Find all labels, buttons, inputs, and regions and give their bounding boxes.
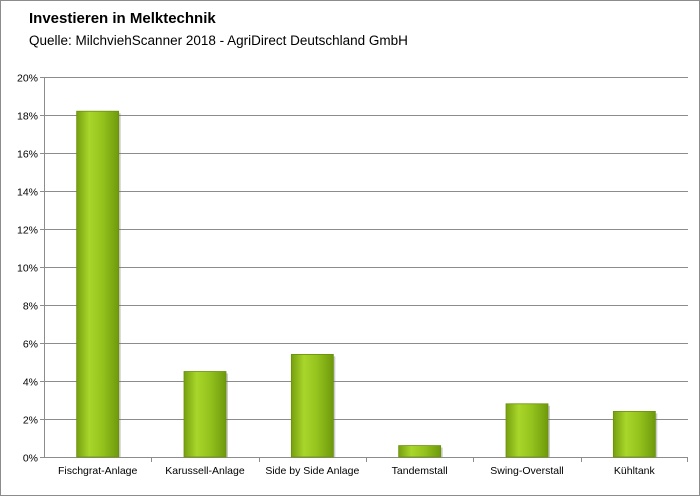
bar-side-by-side-anlage xyxy=(290,353,334,458)
bar-karussell-anlage xyxy=(183,371,227,458)
y-tick-labels: 0% 2% 4% 6% 8% 10% 12% 14% 16% 18% 20% xyxy=(17,73,38,465)
x-tick-label: Fischgrat-Anlage xyxy=(58,465,138,477)
bar-tandemstall xyxy=(398,445,442,458)
y-tick-label: 4% xyxy=(23,377,38,389)
x-tick-label: Tandemstall xyxy=(392,465,448,477)
bar-kühltank xyxy=(612,410,656,458)
chart-title: Investieren in Melktechnik xyxy=(29,10,216,27)
x-tick-label: Kühltank xyxy=(614,465,656,477)
x-tick-labels: Fischgrat-Anlage Karussell-Anlage Side by … xyxy=(58,465,656,477)
x-tick-label: Swing-Overstall xyxy=(490,465,564,477)
y-tick-label: 14% xyxy=(17,187,38,199)
x-tick-label: Karussell-Anlage xyxy=(165,465,245,477)
chart-subtitle: Quelle: MilchviehScanner 2018 - AgriDire… xyxy=(29,33,408,48)
y-tick-label: 18% xyxy=(17,111,38,123)
gridlines xyxy=(44,77,688,420)
y-tick-label: 6% xyxy=(23,339,38,351)
y-tick-label: 8% xyxy=(23,301,38,313)
x-tick-label: Side by Side Anlage xyxy=(265,465,359,477)
y-tick-label: 20% xyxy=(17,73,38,85)
bar-fischgrat-anlage xyxy=(76,110,120,458)
y-tick-label: 16% xyxy=(17,149,38,161)
y-tick-label: 10% xyxy=(17,263,38,275)
y-tick-label: 2% xyxy=(23,415,38,427)
bars xyxy=(76,110,658,458)
axes xyxy=(40,77,688,462)
y-tick-label: 12% xyxy=(17,225,38,237)
y-tick-label: 0% xyxy=(23,453,38,465)
bar-swing-overstall xyxy=(505,403,549,458)
